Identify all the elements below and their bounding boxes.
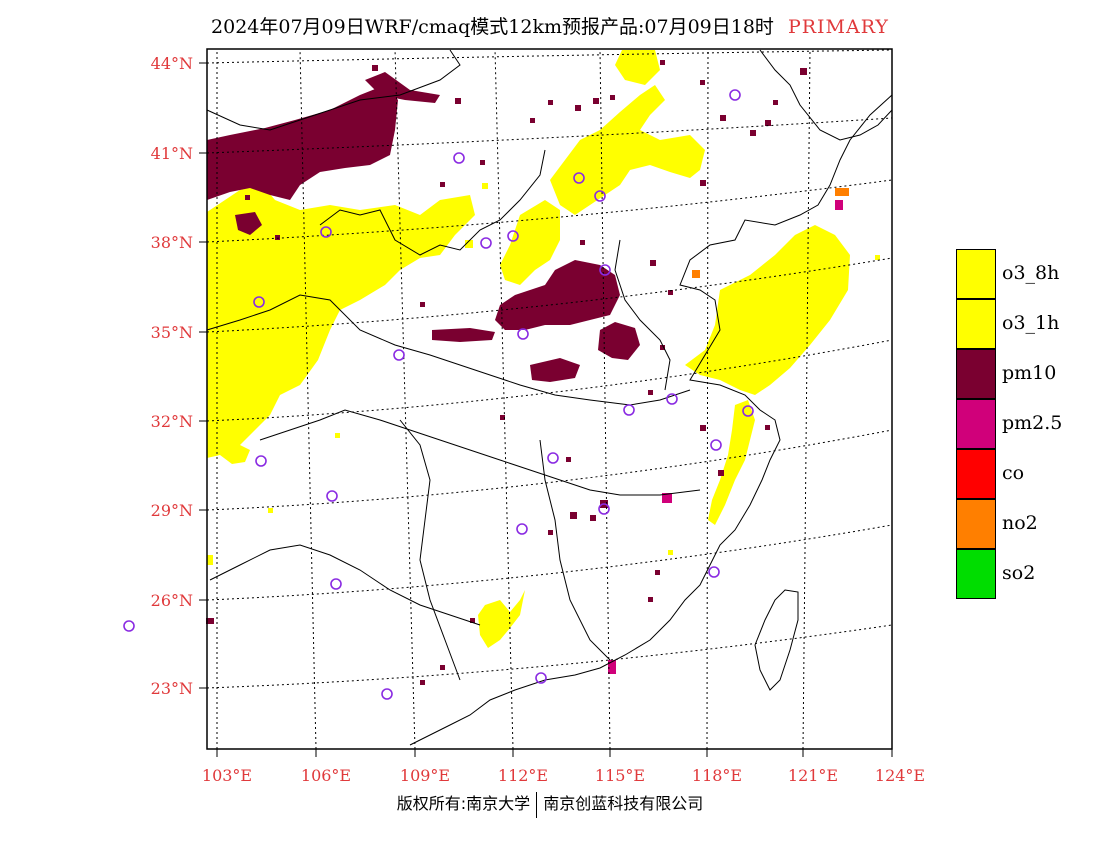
no2-spot-1 xyxy=(835,188,849,196)
o3-region-coastal xyxy=(708,400,755,525)
lon-label-124: 124°E xyxy=(875,766,925,785)
lon-label-106: 106°E xyxy=(301,766,351,785)
legend-label: o3_8h xyxy=(1002,262,1060,284)
legend-swatch xyxy=(956,299,996,349)
coastline xyxy=(409,94,893,746)
border-northeast xyxy=(759,49,893,141)
title-primary-tag: PRIMARY xyxy=(787,16,889,38)
o3-region-south xyxy=(478,590,525,648)
lon-label-112: 112°E xyxy=(498,766,548,785)
pm25-spot-2 xyxy=(608,660,616,674)
copyright-footer: 版权所有:南京大学 南京创蓝科技有限公司 xyxy=(0,790,1100,818)
province-border-2 xyxy=(206,294,691,406)
lon-label-109: 109°E xyxy=(400,766,450,785)
legend-swatch xyxy=(956,449,996,499)
pm10-region-central-south xyxy=(598,322,640,360)
o3-region-north-top xyxy=(615,50,660,85)
map-frame xyxy=(206,48,893,750)
lat-labels: 44°N 41°N 38°N 35°N 32°N 29°N 26°N 23°N xyxy=(151,54,193,698)
lon-label-115: 115°E xyxy=(595,766,645,785)
legend-swatch xyxy=(956,499,996,549)
pm10-region-spot xyxy=(530,358,580,382)
copyright-left: 版权所有:南京大学 xyxy=(396,794,531,813)
lat-ticks xyxy=(199,62,207,689)
lon-label-121: 121°E xyxy=(788,766,838,785)
o3-region-east xyxy=(685,225,850,395)
lat-label-35: 35°N xyxy=(151,323,193,342)
taiwan-outline xyxy=(754,589,799,691)
lat-label-38: 38°N xyxy=(151,233,193,252)
province-border-4 xyxy=(209,544,481,626)
pm10-region-strip xyxy=(432,328,495,342)
legend-label: o3_1h xyxy=(1002,312,1060,334)
map-title: 2024年07月09日WRF/cmaq模式12km预报产品:07月09日18时 P… xyxy=(0,12,1100,39)
province-border-1 xyxy=(319,149,546,256)
pm10-scatter xyxy=(206,60,807,685)
lon-label-103: 103°E xyxy=(202,766,252,785)
legend-swatch xyxy=(956,249,996,299)
legend-label: no2 xyxy=(1002,512,1038,534)
legend-swatch xyxy=(956,349,996,399)
pm10-region-central xyxy=(495,260,620,330)
legend-label: pm2.5 xyxy=(1002,412,1063,434)
legend-label: so2 xyxy=(1002,562,1036,584)
legend-swatch xyxy=(956,549,996,599)
graticule xyxy=(206,48,893,750)
lat-label-44: 44°N xyxy=(151,54,193,73)
pollution-layer xyxy=(206,50,880,685)
border-north xyxy=(206,49,461,131)
no2-spot-2 xyxy=(692,270,700,278)
lon-label-118: 118°E xyxy=(692,766,742,785)
footer-separator xyxy=(536,791,538,818)
province-border-5 xyxy=(399,419,461,681)
lat-label-41: 41°N xyxy=(151,144,193,163)
o3-region-southwest xyxy=(207,440,250,464)
province-border-3 xyxy=(259,409,701,496)
o3-region-west xyxy=(207,185,475,455)
title-main: 2024年07月09日WRF/cmaq模式12km预报产品:07月09日18时 xyxy=(211,16,774,38)
borders-layer xyxy=(206,49,893,746)
lon-labels: 103°E 106°E 109°E 112°E 115°E 118°E 121°… xyxy=(202,766,925,785)
legend-label: co xyxy=(1002,462,1025,484)
lat-label-29: 29°N xyxy=(151,501,193,520)
lon-ticks xyxy=(216,749,893,757)
station-markers xyxy=(123,89,754,700)
province-border-7 xyxy=(614,239,671,391)
pm10-region-north-strip xyxy=(365,72,440,103)
pm25-spot-1 xyxy=(662,493,672,503)
o3-region-north xyxy=(550,85,705,215)
legend-label: pm10 xyxy=(1002,362,1057,384)
lat-label-23: 23°N xyxy=(151,679,193,698)
copyright-right: 南京创蓝科技有限公司 xyxy=(543,794,704,813)
province-border-6 xyxy=(539,439,611,661)
pm10-region-west-spot xyxy=(235,212,262,235)
pm25-spot-3 xyxy=(835,200,843,210)
o3-region-north-central xyxy=(500,200,560,285)
legend-swatch xyxy=(956,399,996,449)
o3-scatter xyxy=(207,183,880,565)
lat-label-26: 26°N xyxy=(151,591,193,610)
lat-label-32: 32°N xyxy=(151,412,193,431)
